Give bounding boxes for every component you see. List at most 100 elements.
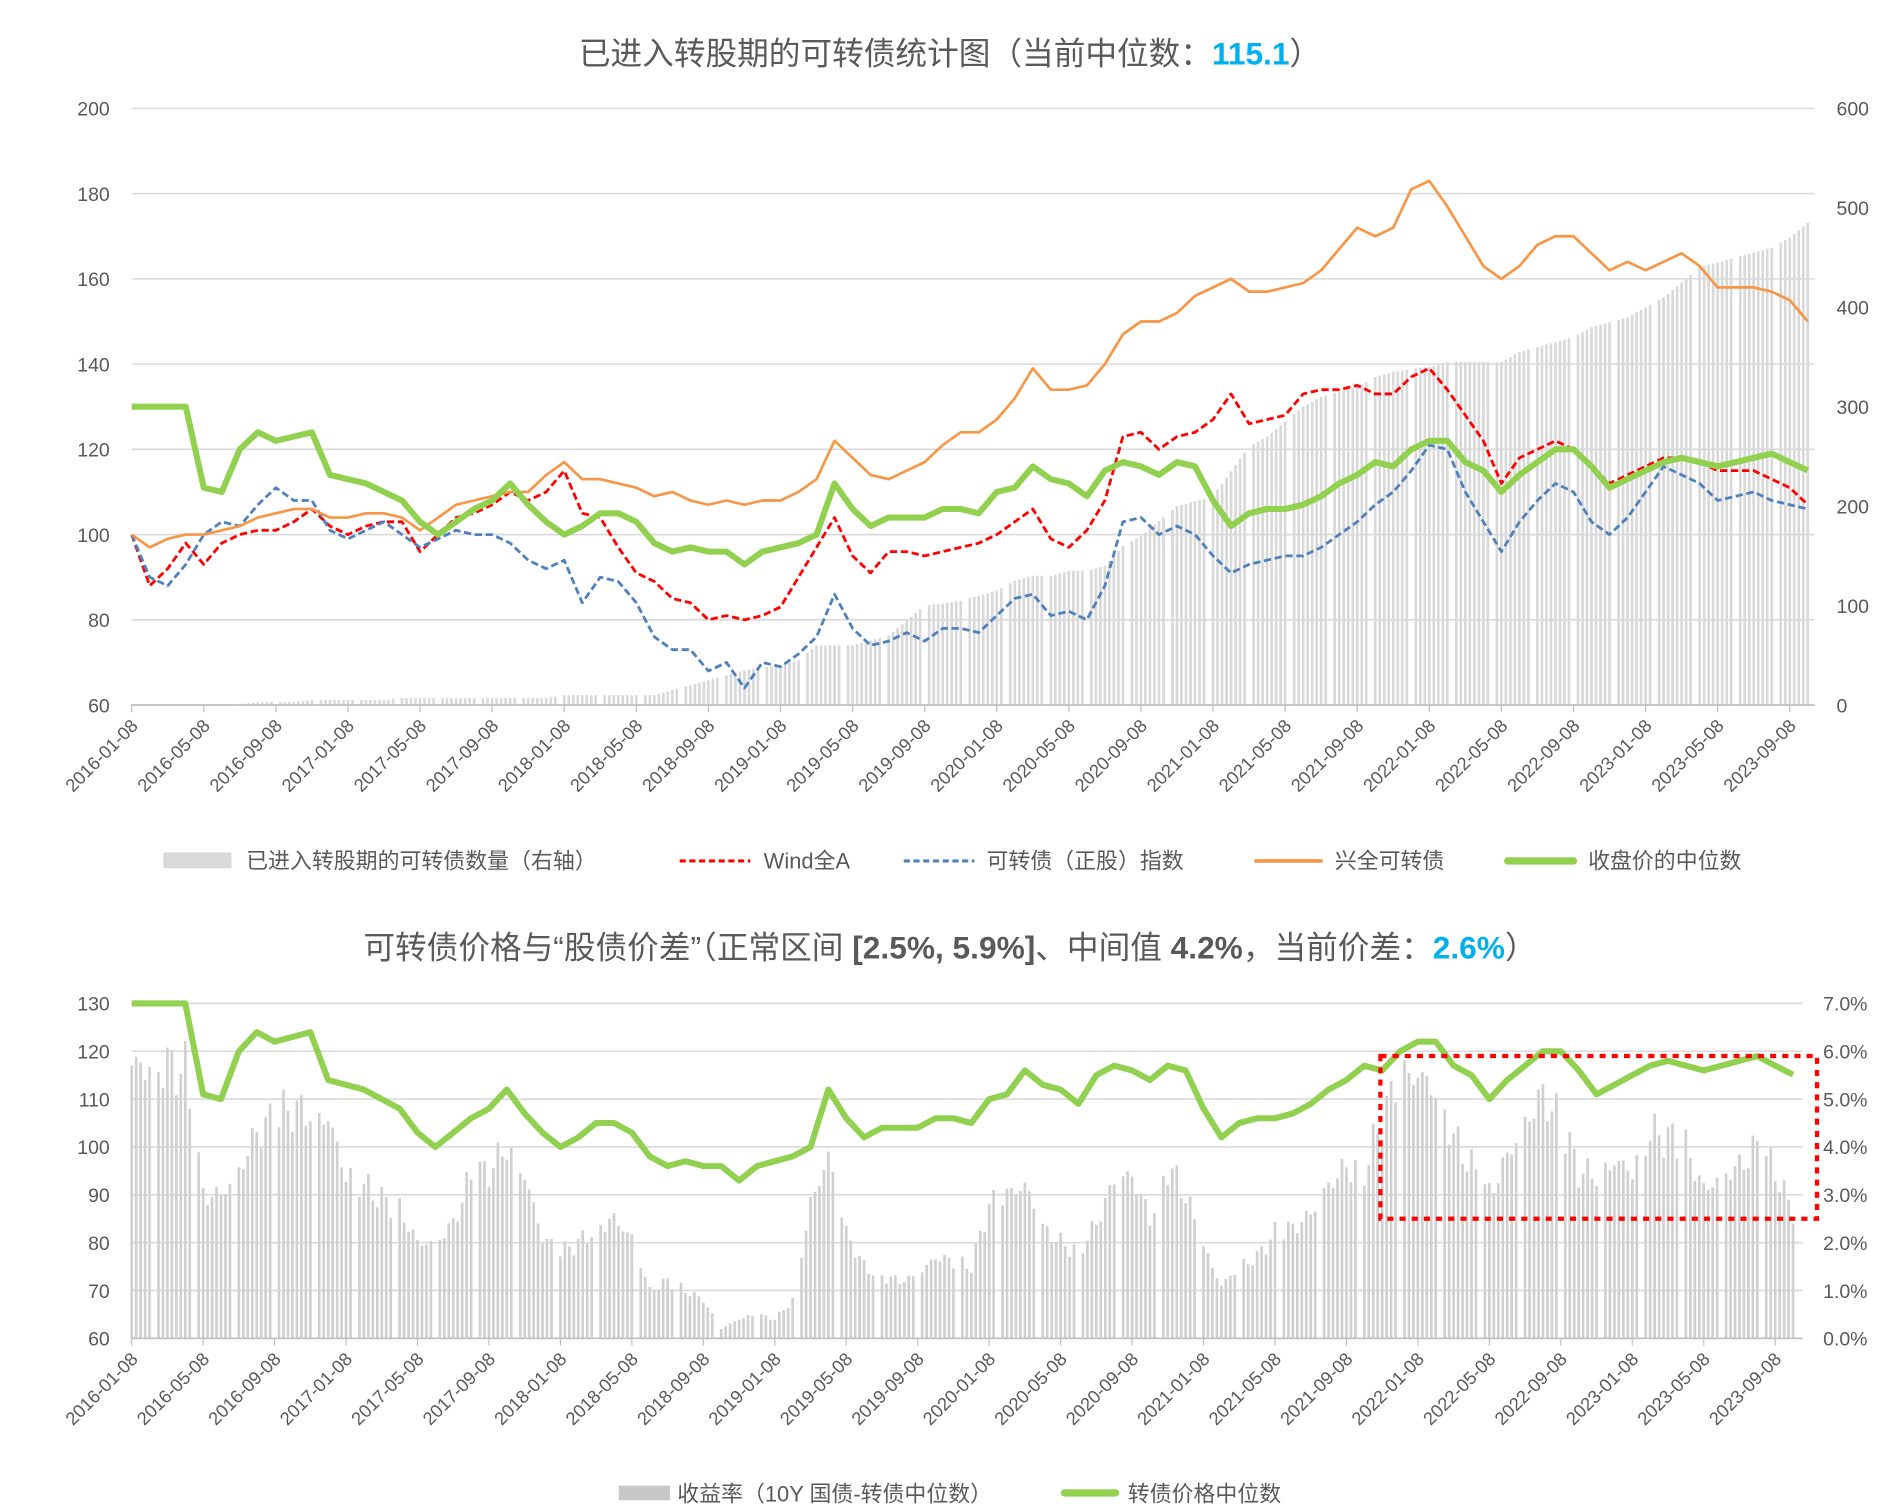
median-price-line — [131, 1000, 1795, 1184]
y-right-tick-label: 600 — [1837, 99, 1870, 121]
bar — [783, 664, 787, 706]
bar — [1733, 1165, 1737, 1339]
bar — [438, 1240, 442, 1339]
x-tick-label: 2022-05-08 — [1419, 1348, 1500, 1429]
bar — [504, 698, 507, 706]
bar — [666, 691, 670, 706]
x-tick-label: 2017-05-08 — [349, 715, 430, 796]
bar — [1242, 1258, 1246, 1339]
bar — [1541, 1084, 1545, 1339]
bar — [1126, 1171, 1129, 1339]
bar — [1500, 361, 1503, 706]
bar — [1313, 1211, 1317, 1339]
bar — [472, 698, 476, 706]
bar — [427, 698, 431, 706]
bar — [1568, 1131, 1572, 1339]
bar — [1256, 441, 1260, 706]
bar — [1791, 1223, 1795, 1339]
bar — [1572, 1148, 1576, 1339]
bar — [265, 702, 269, 706]
bar — [1099, 1221, 1103, 1339]
bar — [567, 695, 571, 706]
bar — [576, 695, 580, 706]
bar — [1225, 477, 1228, 706]
bar — [1094, 568, 1098, 706]
bar — [1662, 1157, 1665, 1339]
bar — [1216, 490, 1219, 706]
bar — [612, 1212, 616, 1339]
bar — [630, 695, 634, 706]
bar — [1585, 329, 1589, 706]
bar — [1576, 334, 1580, 706]
bar — [1742, 1169, 1746, 1339]
bar — [662, 692, 665, 706]
bar — [1554, 342, 1557, 706]
bar — [1121, 545, 1125, 706]
bar — [616, 695, 620, 706]
bar — [846, 645, 850, 706]
bar — [1319, 396, 1323, 706]
bar — [423, 698, 426, 706]
bar — [580, 695, 584, 706]
stock-index-line — [130, 443, 1809, 690]
bar — [1416, 1077, 1420, 1339]
bar — [1626, 1170, 1630, 1339]
bar — [1747, 1168, 1750, 1339]
bar — [1456, 1126, 1460, 1339]
bar — [1577, 1187, 1581, 1339]
bar — [1622, 1160, 1625, 1339]
bar — [375, 1207, 379, 1339]
bar — [1454, 361, 1458, 706]
bar — [707, 680, 710, 706]
bar — [679, 1282, 683, 1339]
y-right-tick-label: 3.0% — [1823, 1185, 1867, 1207]
bar — [1608, 322, 1611, 706]
bar — [1693, 1180, 1697, 1339]
bar — [1315, 399, 1319, 706]
bar — [815, 645, 818, 706]
bar — [657, 1289, 661, 1339]
bar — [389, 1218, 393, 1339]
bar — [405, 698, 408, 706]
bar — [282, 1089, 285, 1339]
bar — [671, 690, 674, 706]
bar — [1403, 1060, 1406, 1339]
bar — [898, 1284, 902, 1339]
y-left-tick-label: 100 — [77, 525, 110, 547]
bar — [716, 677, 719, 706]
bar — [255, 1132, 259, 1339]
bar — [256, 702, 260, 706]
bar — [322, 1124, 326, 1339]
bar — [860, 642, 863, 706]
bar — [693, 1291, 696, 1339]
bottom-title-current-spread: 2.6% — [1433, 929, 1505, 965]
bar — [1211, 496, 1215, 706]
bar — [945, 602, 949, 706]
bar — [765, 666, 769, 706]
bar — [295, 1100, 299, 1339]
legend-label-median: 收盘价的中位数 — [1588, 848, 1741, 873]
x-tick-label: 2017-01-08 — [275, 1348, 356, 1429]
bar — [987, 1204, 991, 1339]
bar — [773, 1319, 777, 1339]
x-tick-label: 2016-05-08 — [133, 715, 214, 796]
bar — [1545, 344, 1548, 706]
bar — [1340, 1158, 1344, 1339]
bar — [746, 1315, 750, 1339]
bar — [496, 1142, 500, 1339]
bar — [1215, 1278, 1219, 1339]
bar — [1144, 1199, 1147, 1339]
bar — [1382, 374, 1386, 706]
bar — [344, 1181, 348, 1339]
bar — [384, 1197, 388, 1339]
top-title-current-median: 115.1 — [1212, 36, 1289, 72]
bar — [1558, 340, 1562, 706]
bar — [1405, 369, 1409, 706]
bar — [441, 698, 444, 706]
bar — [407, 1231, 410, 1339]
bar — [1702, 266, 1706, 706]
top-chart-plot: 200 180 160 140 120 100 80 60 600 500 400 300 200 100… — [61, 99, 1869, 796]
bar — [540, 698, 544, 706]
bar — [959, 600, 963, 706]
bar — [1523, 1116, 1527, 1339]
